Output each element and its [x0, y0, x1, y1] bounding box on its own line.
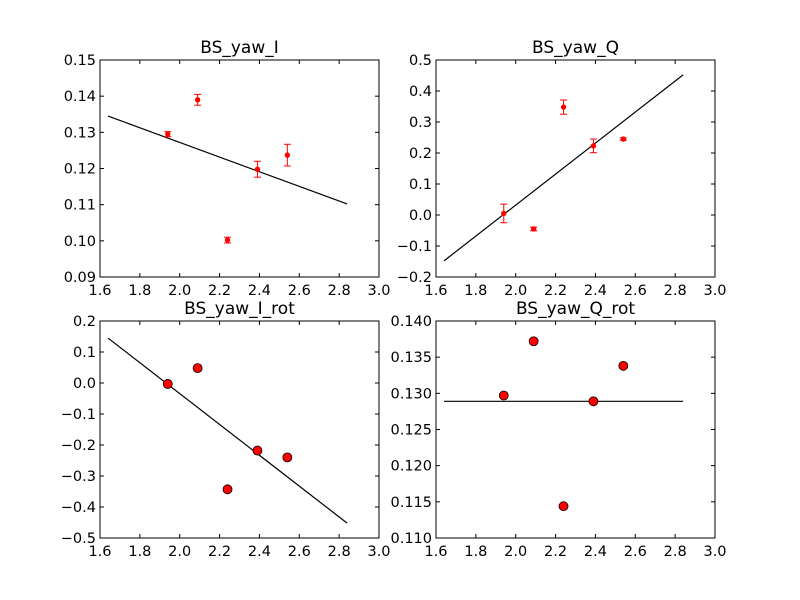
- y-tick-label: 0.13: [64, 125, 96, 141]
- x-tick-label: 1.6: [424, 283, 447, 299]
- x-tick-label: 2.6: [288, 283, 311, 299]
- y-tick-label: −0.1: [61, 407, 96, 423]
- y-tick-label: −0.2: [61, 438, 96, 454]
- axes-frame: [435, 59, 716, 278]
- y-tick-label: 0.1: [409, 177, 432, 193]
- fit-line: [107, 115, 348, 205]
- y-tick-label: 0.14: [64, 89, 96, 105]
- y-tick-label: 0.2: [73, 314, 96, 330]
- y-tick-label: −0.4: [61, 500, 96, 516]
- data-point: [528, 336, 539, 347]
- subplot-title: BS_yaw_I_rot: [184, 299, 295, 319]
- x-tick-label: 1.8: [464, 283, 487, 299]
- x-tick-label: 2.4: [584, 544, 607, 560]
- x-tick-label: 2.0: [504, 283, 527, 299]
- data-point: [194, 97, 201, 103]
- y-tick-label: 0.1: [73, 345, 96, 361]
- data-point: [165, 131, 171, 137]
- subplot-bs-yaw-i-rot: BS_yaw_I_rot 1.6 1.8 2.0 2.2 2.4 2.6 2.8 3.0 −0.…: [61, 299, 391, 560]
- x-tick-label: 2.2: [208, 283, 231, 299]
- y-tick-label: 0.115: [390, 495, 432, 511]
- data-point: [498, 390, 509, 401]
- x-tick-label: 1.8: [464, 544, 487, 560]
- data-point: [501, 210, 507, 217]
- y-tick-label: 0.0: [409, 208, 432, 224]
- data-point: [588, 396, 599, 407]
- data-point: [530, 226, 537, 232]
- x-tick-label: 1.6: [424, 544, 447, 560]
- subplot-bs-yaw-q-rot: BS_yaw_Q_rot 1.6 1.8 2.0 2.2 2.4 2.6 2.8 3.0 0.1…: [390, 299, 726, 560]
- axes-frame: [435, 320, 716, 539]
- data-point: [590, 143, 597, 149]
- y-tick-label: 0.12: [64, 162, 96, 178]
- data-point: [224, 237, 231, 243]
- y-tick-label: −0.1: [397, 239, 432, 255]
- subplot-title: BS_yaw_I: [200, 38, 279, 58]
- x-tick-label: 2.2: [208, 544, 231, 560]
- x-tick-label: 2.0: [504, 544, 527, 560]
- y-tick-label: 0.120: [390, 459, 432, 475]
- data-point: [252, 445, 263, 456]
- y-tick-label: 0.135: [390, 350, 432, 366]
- data-point: [192, 363, 203, 374]
- axes-frame: [99, 320, 380, 539]
- data-point: [222, 484, 233, 495]
- x-tick-label: 2.2: [544, 544, 567, 560]
- x-tick-label: 2.0: [168, 283, 191, 299]
- y-tick-label: 0.11: [64, 198, 96, 214]
- x-tick-label: 1.6: [88, 544, 111, 560]
- x-tick-label: 2.6: [624, 283, 647, 299]
- x-tick-label: 2.8: [328, 283, 351, 299]
- y-tick-label: 0.15: [64, 53, 96, 69]
- y-tick-label: 0.3: [409, 115, 432, 131]
- y-tick-label: 0.4: [409, 84, 432, 100]
- x-tick-label: 2.6: [288, 544, 311, 560]
- y-tick-label: −0.5: [61, 531, 96, 547]
- data-point: [618, 360, 629, 371]
- y-tick-label: 0.130: [390, 386, 432, 402]
- data-point: [620, 136, 627, 142]
- x-tick-label: 2.4: [248, 283, 271, 299]
- y-tick-label: 0.0: [73, 376, 96, 392]
- x-tick-label: 3.0: [703, 544, 726, 560]
- x-tick-label: 2.4: [248, 544, 271, 560]
- fit-line: [443, 74, 684, 262]
- x-tick-label: 3.0: [367, 544, 390, 560]
- x-tick-label: 2.0: [168, 544, 191, 560]
- x-tick-label: 2.8: [664, 283, 687, 299]
- data-point: [284, 152, 291, 158]
- subplot-bs-yaw-q: BS_yaw_Q 1.6 1.8 2.0 2.2 2.4 2.6 2.8 3.0 −0.2 −0.…: [397, 38, 727, 299]
- data-point: [282, 452, 293, 463]
- y-tick-label: 0.140: [390, 314, 432, 330]
- x-tick-label: 1.8: [128, 544, 151, 560]
- x-tick-label: 2.4: [584, 283, 607, 299]
- x-tick-label: 1.8: [128, 283, 151, 299]
- y-tick-label: 0.10: [64, 234, 96, 250]
- fit-line: [107, 337, 348, 524]
- x-tick-label: 2.8: [328, 544, 351, 560]
- x-tick-label: 3.0: [367, 283, 390, 299]
- data-point: [254, 166, 261, 172]
- subplot-bs-yaw-i: BS_yaw_I 1.6 1.8 2.0 2.2 2.4 2.6 2.8 3.0 0.09 0.1…: [64, 38, 391, 299]
- data-point: [162, 379, 173, 389]
- y-tick-label: 0.125: [390, 423, 432, 439]
- subplot-title: BS_yaw_Q: [532, 38, 619, 58]
- y-tick-label: 0.5: [409, 53, 432, 69]
- y-tick-label: 0.110: [390, 531, 432, 547]
- data-point: [558, 501, 569, 512]
- x-tick-label: 1.6: [88, 283, 111, 299]
- subplot-title: BS_yaw_Q_rot: [516, 299, 635, 319]
- x-tick-label: 2.2: [544, 283, 567, 299]
- y-tick-label: −0.3: [61, 469, 96, 485]
- x-tick-label: 2.8: [664, 544, 687, 560]
- y-tick-label: 0.2: [409, 146, 432, 162]
- axes-frame: [99, 59, 380, 278]
- y-tick-label: 0.09: [64, 270, 96, 286]
- y-tick-label: −0.2: [397, 270, 432, 286]
- x-tick-label: 2.6: [624, 544, 647, 560]
- x-tick-label: 3.0: [703, 283, 726, 299]
- data-point: [560, 104, 567, 110]
